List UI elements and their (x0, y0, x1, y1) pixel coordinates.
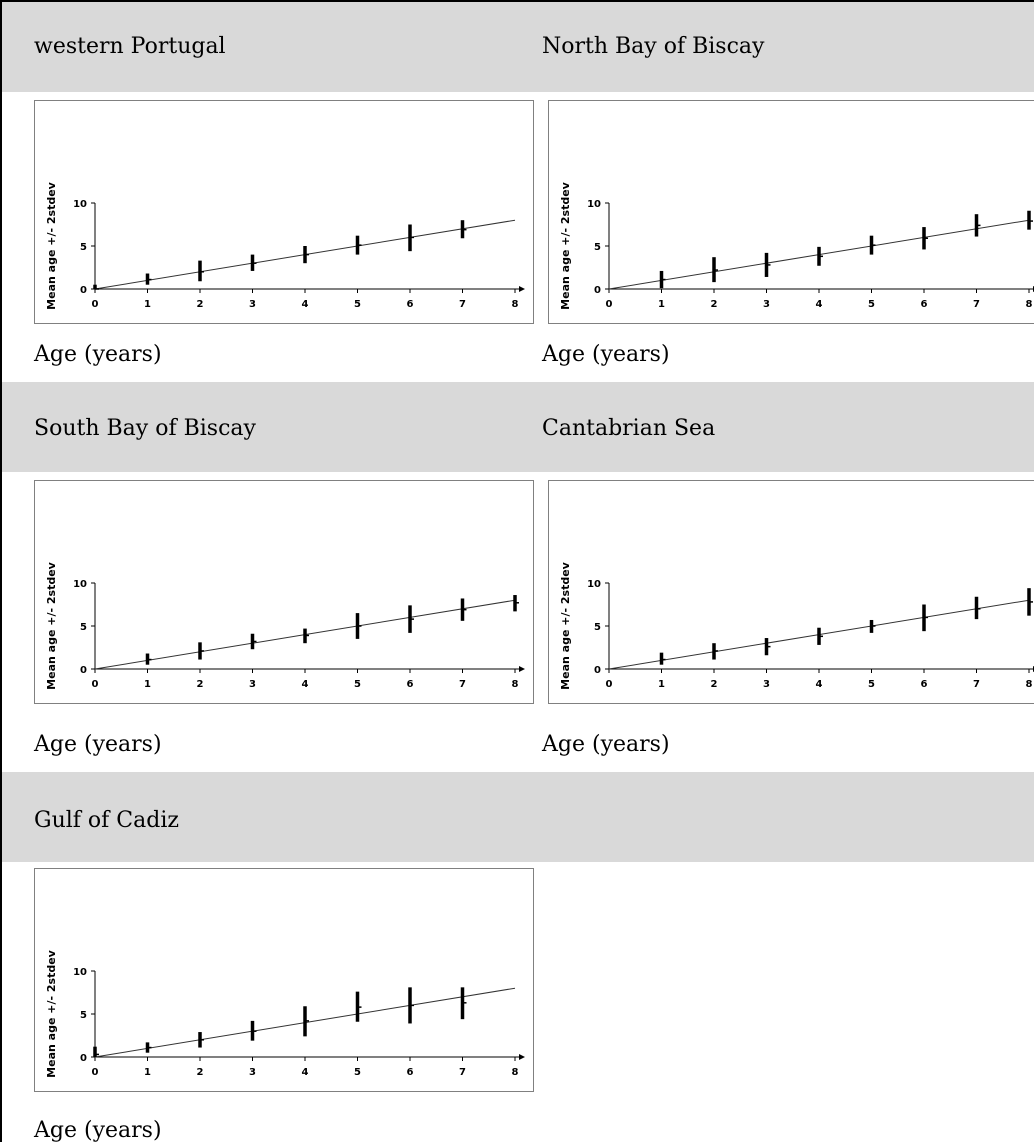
x-tick-label: 1 (144, 679, 151, 690)
x-axis-arrow (519, 1054, 525, 1060)
y-tick-label: 5 (594, 622, 601, 633)
x-tick-label: 4 (302, 1067, 309, 1078)
x-axis-caption-south-bay-of-biscay: Age (years) (34, 732, 162, 757)
y-tick-label: 5 (80, 242, 87, 253)
x-tick-label: 8 (512, 679, 519, 690)
region-title-north-bay-of-biscay: North Bay of Biscay (542, 34, 765, 59)
y-tick-label: 0 (594, 285, 601, 296)
x-tick-label: 2 (711, 299, 718, 310)
x-axis-caption-gulf-of-cadiz: Age (years) (34, 1118, 162, 1142)
chart-south-bay-of-biscay: 0 1 2 3 4 5 6 7 8 0 5 10 Mean age +/- 2stdev (34, 480, 534, 704)
x-tick-label: 7 (459, 679, 466, 690)
region-title-western-portugal: western Portugal (34, 34, 226, 59)
x-tick-label: 8 (512, 1067, 519, 1078)
x-tick-label: 1 (144, 1067, 151, 1078)
y-tick-label: 10 (73, 579, 87, 590)
title-band-row-2 (2, 382, 1034, 472)
x-tick-label: 3 (249, 299, 256, 310)
y-axis-label: Mean age +/- 2stdev (559, 181, 572, 310)
region-title-south-bay-of-biscay: South Bay of Biscay (34, 416, 256, 441)
x-axis-arrow (1033, 666, 1034, 672)
x-tick-label: 3 (763, 299, 770, 310)
y-tick-label: 5 (80, 622, 87, 633)
x-tick-label: 0 (606, 679, 613, 690)
y-axis-label: Mean age +/- 2stdev (45, 181, 58, 310)
x-tick-label: 4 (302, 679, 309, 690)
x-tick-label: 1 (144, 299, 151, 310)
chart-svg: 0 1 2 3 4 5 6 7 8 0 5 10 Mean age +/- 2stdev (559, 561, 1034, 690)
x-axis-caption-north-bay-of-biscay: Age (years) (542, 342, 670, 367)
y-tick-label: 10 (587, 579, 601, 590)
x-tick-label: 3 (249, 1067, 256, 1078)
title-band-row-1 (2, 2, 1034, 92)
x-tick-label: 6 (407, 1067, 414, 1078)
x-axis-arrow (519, 666, 525, 672)
chart-svg: 0 1 2 3 4 5 6 7 8 0 5 10 Mean age +/- 2stdev (559, 181, 1034, 310)
chart-gulf-of-cadiz: 0 1 2 3 4 5 6 7 8 0 5 10 Mean age +/- 2stdev (34, 868, 534, 1092)
y-axis-label: Mean age +/- 2stdev (559, 561, 572, 690)
y-tick-label: 10 (73, 967, 87, 978)
x-tick-label: 4 (816, 299, 823, 310)
y-tick-label: 5 (594, 242, 601, 253)
x-axis-caption-cantabrian-sea: Age (years) (542, 732, 670, 757)
x-tick-label: 1 (658, 679, 665, 690)
x-tick-label: 6 (407, 299, 414, 310)
x-tick-label: 2 (197, 299, 204, 310)
y-tick-label: 5 (80, 1010, 87, 1021)
x-tick-label: 0 (606, 299, 613, 310)
y-tick-label: 0 (80, 285, 87, 296)
x-tick-label: 7 (459, 299, 466, 310)
x-tick-label: 2 (197, 1067, 204, 1078)
y-tick-label: 10 (587, 199, 601, 210)
x-tick-label: 5 (354, 1067, 361, 1078)
x-tick-label: 2 (711, 679, 718, 690)
x-tick-label: 1 (658, 299, 665, 310)
y-axis-label: Mean age +/- 2stdev (45, 561, 58, 690)
y-tick-label: 10 (73, 199, 87, 210)
x-tick-label: 6 (921, 679, 928, 690)
x-tick-label: 8 (1026, 299, 1033, 310)
x-tick-label: 2 (197, 679, 204, 690)
x-tick-label: 4 (816, 679, 823, 690)
x-axis-arrow (1033, 286, 1034, 292)
x-axis-caption-western-portugal: Age (years) (34, 342, 162, 367)
chart-north-bay-of-biscay: 0 1 2 3 4 5 6 7 8 0 5 10 Mean age +/- 2stdev (548, 100, 1034, 324)
x-tick-label: 3 (763, 679, 770, 690)
region-title-cantabrian-sea: Cantabrian Sea (542, 416, 716, 441)
x-tick-label: 0 (92, 679, 99, 690)
x-tick-label: 4 (302, 299, 309, 310)
x-tick-label: 8 (1026, 679, 1033, 690)
x-tick-label: 0 (92, 1067, 99, 1078)
x-tick-label: 5 (354, 679, 361, 690)
x-tick-label: 5 (354, 299, 361, 310)
y-tick-label: 0 (80, 1053, 87, 1064)
chart-svg: 0 1 2 3 4 5 6 7 8 0 5 10 Mean age +/- 2stdev (45, 561, 525, 690)
x-tick-label: 7 (973, 299, 980, 310)
x-tick-label: 5 (868, 299, 875, 310)
y-tick-label: 0 (594, 665, 601, 676)
chart-svg: 0 1 2 3 4 5 6 7 8 0 5 10 Mean age +/- 2stdev (45, 949, 525, 1078)
x-axis-arrow (519, 286, 525, 292)
x-tick-label: 7 (973, 679, 980, 690)
x-tick-label: 3 (249, 679, 256, 690)
region-title-gulf-of-cadiz: Gulf of Cadiz (34, 808, 179, 833)
x-tick-label: 6 (407, 679, 414, 690)
chart-cantabrian-sea: 0 1 2 3 4 5 6 7 8 0 5 10 Mean age +/- 2stdev (548, 480, 1034, 704)
chart-western-portugal: 0 1 2 3 4 5 6 7 8 0 5 10 Mean age +/- 2stdev (34, 100, 534, 324)
x-tick-label: 6 (921, 299, 928, 310)
y-axis-label: Mean age +/- 2stdev (45, 949, 58, 1078)
chart-svg: 0 1 2 3 4 5 6 7 8 0 5 10 Mean age +/- 2stdev (45, 181, 525, 310)
x-tick-label: 5 (868, 679, 875, 690)
x-tick-label: 8 (512, 299, 519, 310)
x-tick-label: 0 (92, 299, 99, 310)
x-tick-label: 7 (459, 1067, 466, 1078)
title-band-row-3 (2, 772, 1034, 862)
y-tick-label: 0 (80, 665, 87, 676)
